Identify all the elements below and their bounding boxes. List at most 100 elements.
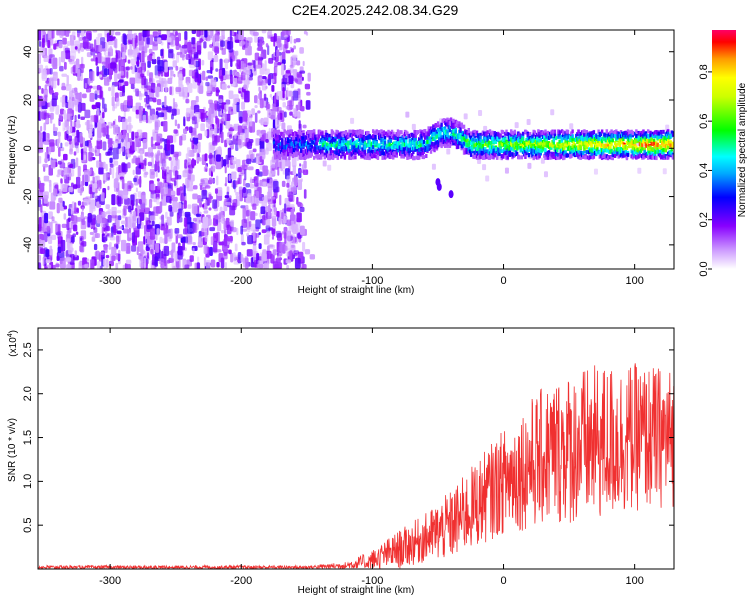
noise-cell <box>62 201 65 208</box>
noise-cell <box>296 60 301 66</box>
signal-cell <box>400 152 403 157</box>
noise-cell <box>166 174 170 183</box>
noise-cell <box>96 139 103 150</box>
noise-cell <box>74 114 77 122</box>
noise-cell <box>172 60 177 68</box>
noise-cell <box>259 98 264 109</box>
noise-cell <box>209 144 216 150</box>
signal-cell <box>295 141 298 146</box>
signal-cell <box>297 151 301 156</box>
noise-cell <box>141 75 146 86</box>
noise-cell <box>116 235 120 245</box>
noise-cell <box>103 262 108 269</box>
noise-cell <box>254 176 259 187</box>
noise-cell <box>51 234 57 240</box>
signal-cell <box>447 135 450 140</box>
noise-cell <box>156 99 162 106</box>
signal-cell <box>302 130 305 135</box>
noise-cell <box>246 249 253 257</box>
noise-cell <box>71 201 75 212</box>
noise-cell <box>224 183 227 187</box>
noise-cell <box>191 139 194 150</box>
noise-cell <box>158 112 165 118</box>
noise-cell <box>301 76 304 81</box>
signal-cell <box>534 149 538 154</box>
noise-cell <box>208 99 213 105</box>
noise-cell <box>80 214 84 219</box>
faint-cell <box>662 168 667 175</box>
noise-cell <box>205 76 209 82</box>
chart-title: C2E4.2025.242.08.34.G29 <box>292 2 459 18</box>
noise-cell <box>97 33 103 38</box>
noise-cell <box>112 166 115 179</box>
noise-cell <box>197 133 203 141</box>
signal-cell <box>416 130 420 135</box>
noise-cell <box>176 187 181 196</box>
signal-cell <box>334 136 337 141</box>
noise-cell <box>265 147 269 155</box>
signal-cell <box>449 117 453 122</box>
signal-cell <box>446 133 449 138</box>
noise-cell <box>219 123 223 135</box>
noise-cell <box>98 44 103 53</box>
noise-cell <box>65 30 70 37</box>
signal-cell <box>477 133 480 138</box>
noise-cell <box>244 257 249 269</box>
signal-cell <box>354 148 357 153</box>
signal-cell <box>447 141 450 146</box>
noise-cell <box>165 211 168 219</box>
signal-cell <box>304 155 308 160</box>
noise-cell <box>166 140 170 151</box>
noise-cell <box>230 56 233 68</box>
noise-cell <box>177 251 183 260</box>
noise-cell <box>93 243 98 251</box>
noise-cell <box>254 95 258 104</box>
signal-cell <box>462 124 466 129</box>
noise-cell <box>127 141 131 149</box>
noise-cell <box>69 148 73 155</box>
noise-cell <box>99 265 103 269</box>
noise-cell <box>161 194 164 200</box>
signal-cell <box>491 136 494 141</box>
signal-cell <box>433 148 436 153</box>
noise-cell <box>52 57 58 70</box>
signal-cell <box>380 129 383 134</box>
signal-cell <box>435 134 439 139</box>
signal-cell <box>436 123 440 128</box>
signal-cell <box>299 149 303 154</box>
noise-cell <box>183 128 188 135</box>
signal-cell <box>573 143 577 148</box>
noise-cell <box>170 249 174 259</box>
noise-cell <box>179 189 185 202</box>
signal-cell <box>380 140 383 145</box>
noise-cell <box>269 179 274 186</box>
noise-cell <box>218 241 225 246</box>
noise-cell <box>148 48 153 54</box>
noise-cell <box>247 227 251 233</box>
noise-cell <box>122 51 126 60</box>
noise-cell <box>254 112 258 123</box>
noise-cell <box>163 245 169 257</box>
noise-cell <box>197 194 202 204</box>
noise-cell <box>215 68 219 72</box>
signal-cell <box>315 143 318 148</box>
noise-cell <box>222 159 227 167</box>
noise-cell <box>149 77 152 82</box>
noise-cell <box>223 252 228 256</box>
noise-cell <box>268 112 271 116</box>
noise-cell <box>136 246 139 256</box>
noise-cell <box>277 113 281 121</box>
noise-cell <box>166 37 172 43</box>
signal-cell <box>423 129 427 134</box>
noise-cell <box>248 220 252 228</box>
noise-cell <box>72 65 77 73</box>
signal-cell <box>612 150 616 155</box>
signal-cell <box>611 138 614 143</box>
noise-cell <box>193 60 196 67</box>
noise-cell <box>42 163 49 168</box>
signal-cell <box>465 135 468 140</box>
noise-cell <box>225 74 232 80</box>
signal-cell <box>592 130 596 135</box>
noise-cell <box>189 126 193 134</box>
signal-cell <box>543 153 546 158</box>
